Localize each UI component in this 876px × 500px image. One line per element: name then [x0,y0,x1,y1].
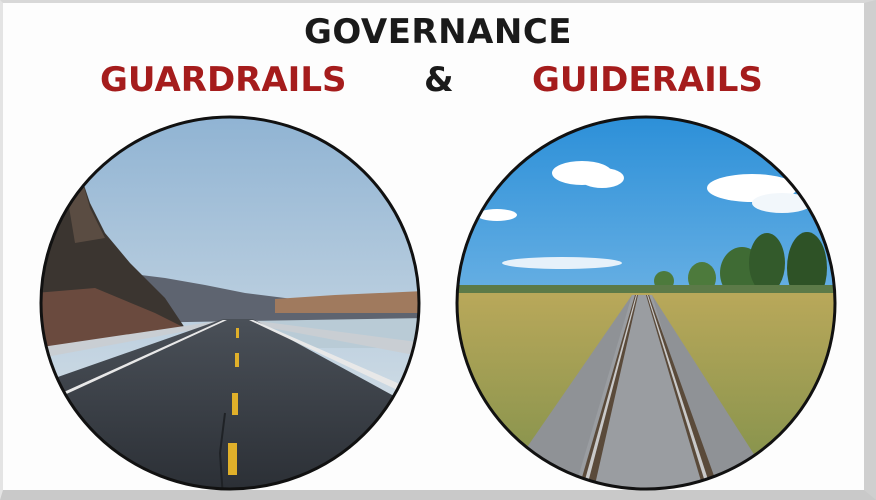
guiderails-label: GUIDERAILS [532,60,763,100]
guardrails-label: GUARDRAILS [100,60,347,100]
highway-guardrails-image [39,115,421,491]
governance-title: GOVERNANCE [303,12,573,52]
ampersand: & [424,60,454,100]
railway-guiderails-image [455,115,837,491]
